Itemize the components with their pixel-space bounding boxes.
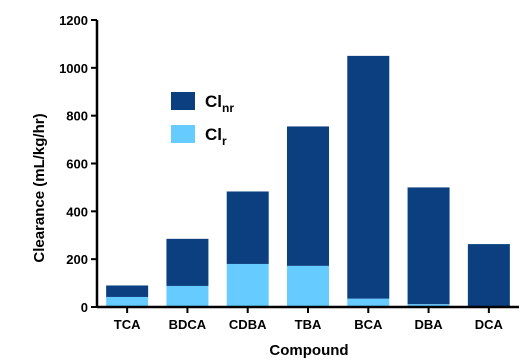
x-tick-label: TBA bbox=[295, 317, 322, 332]
y-tick-label: 200 bbox=[66, 252, 88, 267]
bar-tca-cl-r bbox=[106, 296, 149, 307]
bar-tba-cl-r bbox=[287, 265, 329, 307]
bar-bca-cl-nr bbox=[347, 55, 390, 299]
bar-dca-cl-nr bbox=[467, 244, 510, 307]
y-tick-label: 1000 bbox=[59, 61, 88, 76]
bar-cdba-cl-nr bbox=[226, 191, 269, 264]
bar-dba-cl-r bbox=[407, 304, 450, 307]
legend-label: Clnr bbox=[205, 92, 234, 115]
y-tick-label: 400 bbox=[66, 204, 88, 219]
x-ticks-group: TCA BDCA CDBA TBA BCA DBA DCA bbox=[114, 307, 504, 332]
bar-dba-cl-nr bbox=[407, 187, 450, 305]
y-ticks-group: 0 200 400 600 800 1000 1200 bbox=[59, 13, 97, 315]
y-axis-title: Clearance (mL/kg/hr) bbox=[31, 113, 48, 262]
bar-bdca-cl-nr bbox=[166, 238, 209, 286]
bar-tba-cl-nr bbox=[287, 126, 329, 266]
x-axis-title: Compound bbox=[269, 342, 348, 359]
x-tick-label: BCA bbox=[354, 317, 383, 332]
y-tick-label: 1200 bbox=[59, 13, 88, 28]
x-tick-label: BDCA bbox=[169, 317, 207, 332]
x-tick-label: TCA bbox=[114, 317, 141, 332]
bar-bca-cl-r bbox=[347, 298, 390, 307]
legend-label: Clr bbox=[205, 125, 227, 148]
y-tick-label: 0 bbox=[81, 300, 88, 315]
bar-tca-cl-nr bbox=[106, 285, 149, 297]
y-tick-label: 800 bbox=[66, 109, 88, 124]
bars-group bbox=[106, 55, 510, 307]
legend-swatch bbox=[171, 125, 195, 143]
bar-bdca-cl-r bbox=[166, 285, 209, 307]
legend-swatch bbox=[171, 92, 195, 110]
legend: Clnr Clr bbox=[171, 92, 234, 148]
y-tick-label: 600 bbox=[66, 157, 88, 172]
x-tick-label: CDBA bbox=[229, 317, 267, 332]
x-tick-label: DCA bbox=[475, 317, 504, 332]
x-tick-label: DBA bbox=[414, 317, 443, 332]
bar-cdba-cl-r bbox=[226, 263, 269, 307]
